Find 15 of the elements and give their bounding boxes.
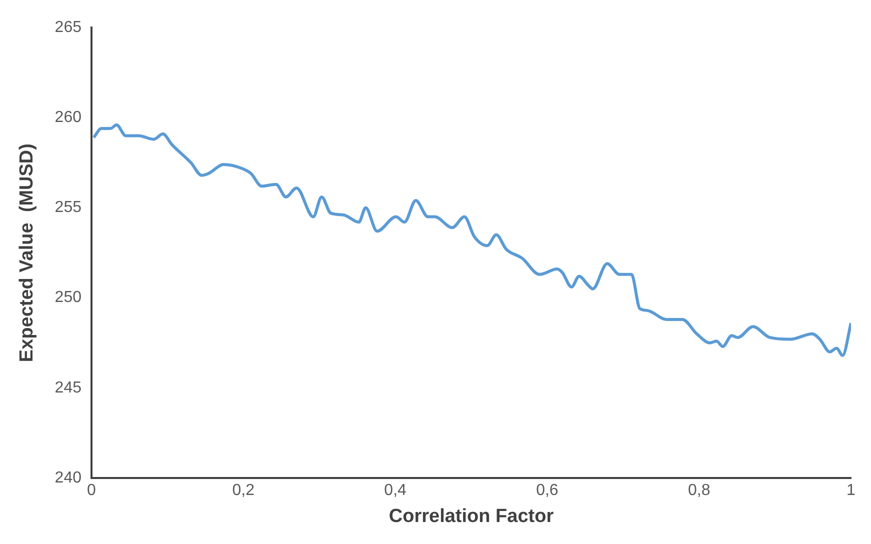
y-tick-label: 250 <box>54 289 82 306</box>
y-tick-label: 240 <box>54 469 82 486</box>
x-tick-label: 0,6 <box>536 482 558 500</box>
x-tick-label: 0,4 <box>384 482 407 500</box>
y-tick-label: 265 <box>54 19 82 36</box>
y-tick-label: 260 <box>54 109 82 126</box>
y-tick-label: 255 <box>54 199 82 216</box>
x-tick-label: 0 <box>87 482 96 500</box>
y-axis-title: Expected Value (MUSD) <box>16 144 38 362</box>
line-series <box>92 123 851 357</box>
x-axis-title: Correlation Factor <box>388 506 554 527</box>
x-tick-label: 0,2 <box>232 482 255 500</box>
y-tick-label: 245 <box>54 379 82 396</box>
x-tick-label: 0,8 <box>688 482 710 500</box>
x-tick-label: 1 <box>846 482 856 500</box>
